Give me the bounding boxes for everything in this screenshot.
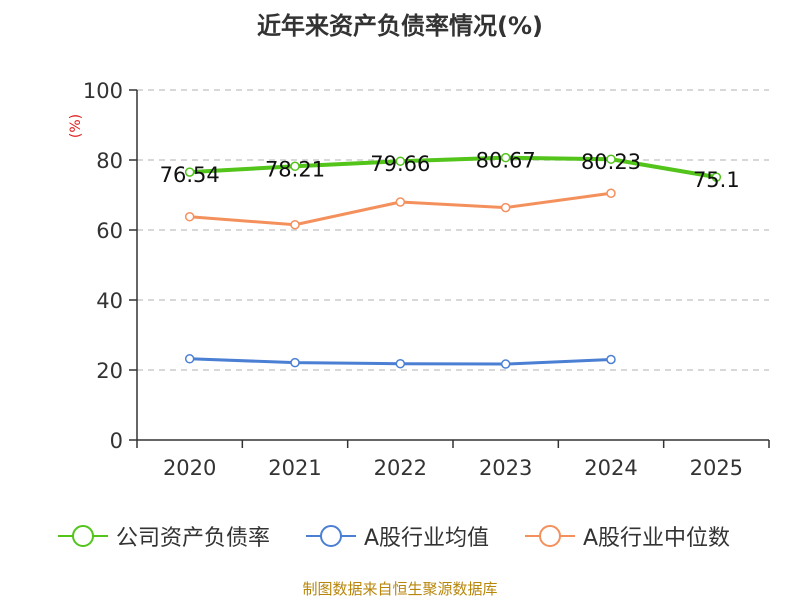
chart-title: 近年来资产负债率情况(%) (257, 12, 543, 40)
data-point (184, 354, 195, 364)
legend-item[interactable]: A股行业中位数 (525, 518, 730, 554)
legend-item[interactable]: 公司资产负债率 (58, 518, 270, 554)
source-footer: 制图数据来自恒生聚源数据库 (302, 580, 498, 598)
y-tick-label: 60 (96, 219, 123, 243)
data-point (606, 188, 616, 198)
data-point (606, 154, 616, 164)
data-point (290, 220, 300, 230)
data-point (395, 156, 406, 166)
y-tick-label: 0 (110, 429, 123, 453)
data-point (184, 167, 195, 177)
data-labels: 76.54 78.21 79.66 80.67 80.23 75.1 (160, 149, 740, 192)
data-label: 76.54 (160, 163, 220, 187)
data-point (500, 152, 511, 163)
series-line (189, 155, 717, 180)
x-tick-label: 2020 (163, 456, 216, 480)
x-tick-label: 2023 (479, 456, 532, 480)
legend-label: A股行业中位数 (583, 526, 731, 551)
data-label: 75.1 (693, 168, 740, 192)
data-point (500, 359, 511, 369)
data-point (395, 358, 406, 369)
legend-marker-icon (306, 525, 356, 547)
data-point (290, 357, 300, 368)
data-point (184, 211, 195, 222)
legend-label: A股行业均值 (364, 526, 490, 551)
y-axis-unit-label: (%) (68, 114, 84, 138)
data-label: 78.21 (265, 157, 325, 181)
legend-marker-icon (525, 525, 575, 547)
data-point (711, 172, 722, 182)
legend-item[interactable]: A股行业均值 (306, 518, 489, 554)
legend-marker-circle (320, 525, 342, 547)
data-label: 79.66 (370, 152, 430, 176)
data-label: 80.67 (476, 149, 536, 173)
y-tick-label: 100 (83, 79, 123, 103)
series-lines (184, 152, 722, 369)
x-tick-label: 2021 (268, 456, 321, 480)
data-point (606, 354, 616, 365)
axes: 0 20 40 60 80 100 (%) 2020 2021 2022 2023 2024 2025 (68, 79, 770, 480)
legend-marker-circle (539, 525, 561, 547)
legend-marker-circle (72, 525, 94, 547)
data-point (500, 202, 511, 213)
legend-label: 公司资产负债率 (116, 526, 271, 551)
data-point (290, 161, 300, 172)
y-tick-label: 40 (96, 289, 123, 313)
y-tick-label: 20 (96, 359, 123, 383)
y-tick-label: 80 (96, 149, 123, 173)
x-tick-label: 2024 (584, 456, 637, 480)
data-label: 80.23 (581, 150, 641, 174)
data-point (395, 197, 406, 207)
legend-marker-icon (58, 525, 108, 547)
legend: 公司资产负债率 A股行业均值 A股行业中位数 (0, 518, 800, 554)
grid-lines (137, 89, 769, 371)
x-tick-label: 2022 (374, 456, 427, 480)
x-tick-label: 2025 (690, 456, 743, 480)
